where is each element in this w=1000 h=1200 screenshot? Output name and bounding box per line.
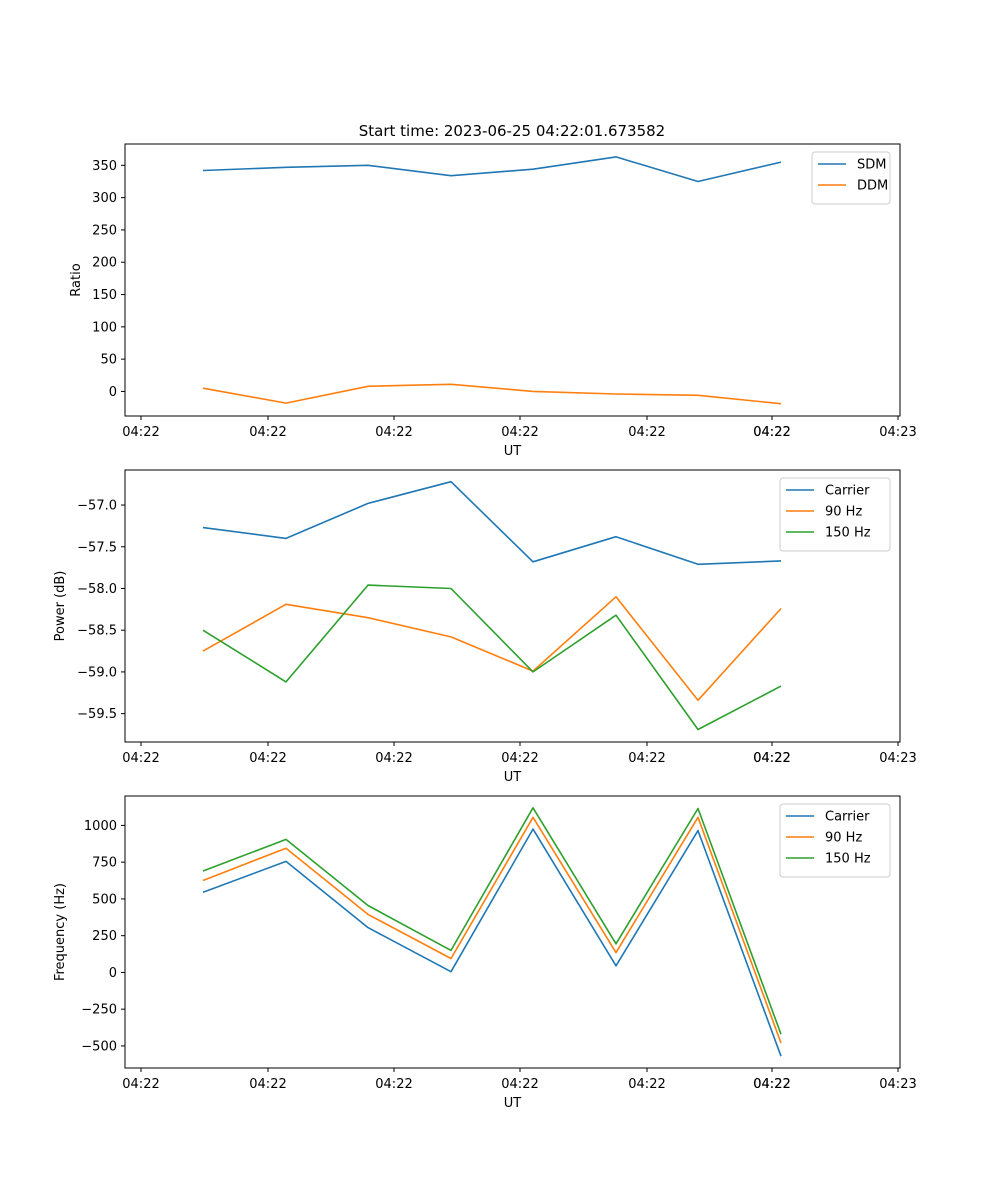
x-tick-label: 04:22: [628, 425, 665, 440]
x-tick-label: 04:22: [375, 1077, 412, 1092]
y-axis-label: Ratio: [69, 263, 84, 296]
x-tick-label: 04:22: [753, 425, 790, 440]
y-tick-label: −57.5: [77, 540, 117, 555]
legend-label: DDM: [857, 179, 888, 194]
y-tick-label: 250: [92, 929, 117, 944]
x-tick-label: 04:22: [628, 1077, 665, 1092]
x-tick-label: 04:22: [753, 1077, 790, 1092]
y-tick-label: 0: [109, 385, 117, 400]
legend-label: 150 Hz: [825, 526, 871, 541]
y-tick-label: −58.0: [77, 582, 117, 597]
x-tick-label: 04:23: [879, 1077, 916, 1092]
x-tick-label: 04:22: [122, 425, 159, 440]
x-tick-label: 04:23: [879, 425, 916, 440]
x-tick-label: 04:22: [375, 425, 412, 440]
legend-label: 150 Hz: [825, 852, 871, 867]
y-tick-label: −500: [81, 1039, 117, 1054]
y-axis-label: Power (dB): [53, 571, 68, 642]
x-tick-label: 04:22: [249, 751, 286, 766]
x-tick-label: 04:23: [879, 751, 916, 766]
y-tick-label: 0: [109, 966, 117, 981]
y-axis-label: Frequency (Hz): [53, 883, 68, 981]
x-axis-label: UT: [504, 1096, 522, 1111]
y-tick-label: 350: [92, 159, 117, 174]
chart-title: Start time: 2023-06-25 04:22:01.673582: [359, 122, 665, 140]
y-tick-label: −57.0: [77, 499, 117, 514]
y-tick-label: 1000: [84, 819, 117, 834]
legend: Carrier 90 Hz 150 Hz: [780, 804, 890, 877]
x-tick-label: 04:22: [375, 751, 412, 766]
y-tick-label: 300: [92, 191, 117, 206]
x-tick-label: 04:22: [753, 751, 790, 766]
legend-label: 90 Hz: [825, 505, 862, 520]
y-tick-label: −250: [81, 1003, 117, 1018]
x-tick-label: 04:22: [501, 1077, 538, 1092]
x-tick-label: 04:22: [249, 425, 286, 440]
y-tick-label: −59.0: [77, 665, 117, 680]
x-tick-label: 04:22: [501, 425, 538, 440]
x-tick-label: 04:22: [249, 1077, 286, 1092]
y-tick-label: 750: [92, 856, 117, 871]
y-tick-label: 150: [92, 288, 117, 303]
x-tick-label: 04:22: [122, 1077, 159, 1092]
legend-label: Carrier: [825, 484, 870, 499]
y-tick-label: 100: [92, 320, 117, 335]
x-tick-label: 04:22: [122, 751, 159, 766]
legend: Carrier 90 Hz 150 Hz: [780, 478, 890, 551]
y-tick-label: −58.5: [77, 624, 117, 639]
legend-label: Carrier: [825, 810, 870, 825]
y-tick-label: 200: [92, 256, 117, 271]
legend: SDM DDM: [812, 152, 890, 204]
y-tick-label: −59.5: [77, 707, 117, 722]
y-tick-label: 250: [92, 223, 117, 238]
legend-label: SDM: [857, 158, 886, 173]
legend-label: 90 Hz: [825, 831, 862, 846]
x-axis-label: UT: [504, 770, 522, 785]
x-tick-label: 04:22: [628, 751, 665, 766]
y-tick-label: 50: [100, 353, 117, 368]
x-tick-label: 04:22: [501, 751, 538, 766]
x-axis-label: UT: [504, 444, 522, 459]
y-tick-label: 500: [92, 892, 117, 907]
